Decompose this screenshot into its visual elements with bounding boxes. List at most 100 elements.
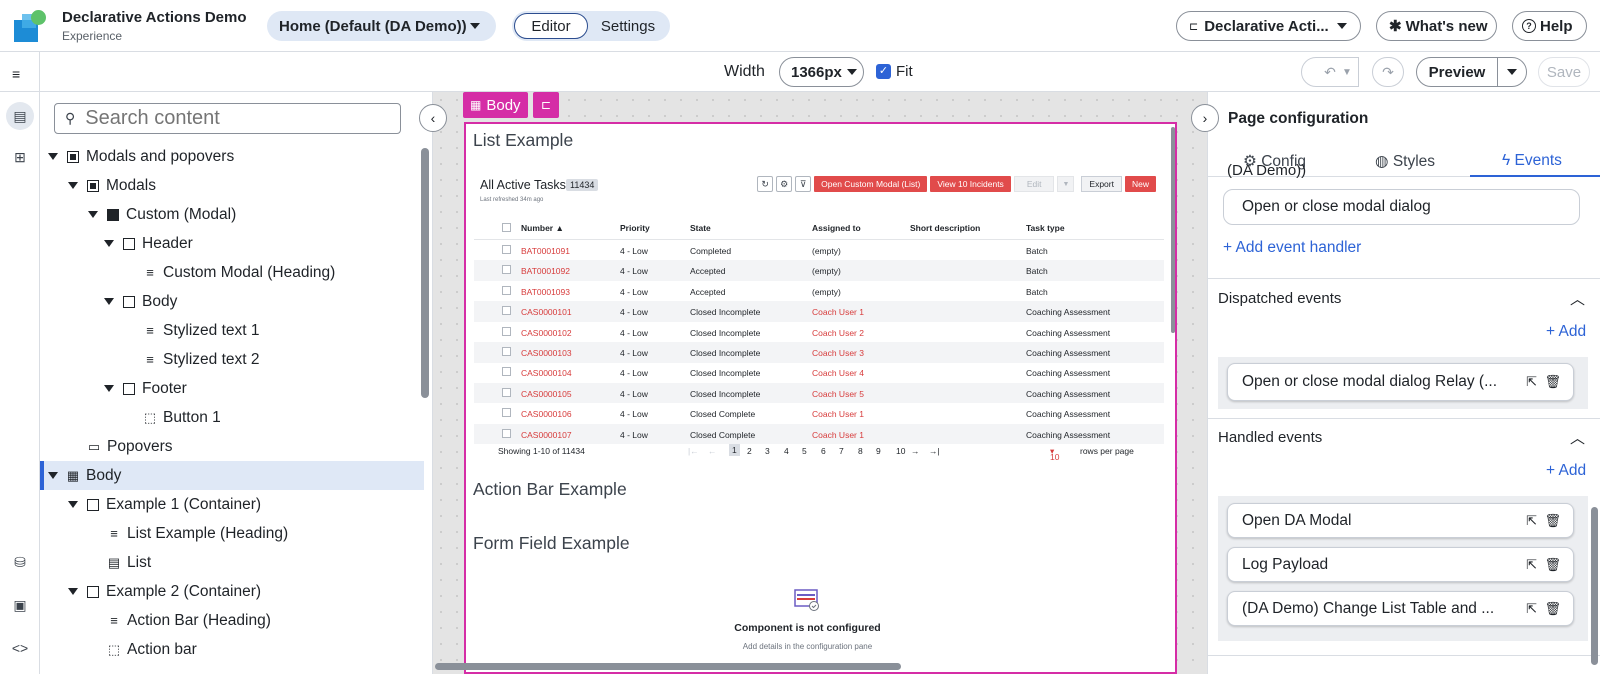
preview-button[interactable]: Preview	[1416, 57, 1498, 87]
code-icon[interactable]: <>	[11, 640, 29, 656]
hamburger-menu-icon[interactable]: ≡	[12, 66, 21, 82]
next-page-icon[interactable]: →	[911, 446, 920, 456]
data-resources-icon[interactable]: ⛁	[14, 553, 26, 570]
tree-item[interactable]: ≡ Action Bar (Heading)	[40, 606, 424, 635]
page-number[interactable]: 1	[729, 444, 740, 456]
config-scrollbar[interactable]	[1591, 507, 1598, 665]
table-row[interactable]: CAS0000103 4 - Low Closed Incomplete Coach …	[474, 342, 1164, 363]
table-cell[interactable]: Coach User 1	[812, 307, 864, 318]
gear-icon[interactable]: ⚙	[776, 176, 793, 192]
column-number[interactable]: Number ▲	[521, 223, 564, 233]
column-short-description[interactable]: Short description	[910, 223, 981, 233]
filter-icon[interactable]: ⊽	[795, 176, 812, 192]
table-row[interactable]: CAS0000104 4 - Low Closed Incomplete Coach …	[474, 362, 1164, 383]
page-number[interactable]: 2	[747, 446, 752, 456]
row-checkbox[interactable]	[502, 428, 511, 438]
prev-page-icon[interactable]: ←	[708, 446, 717, 456]
body-frame[interactable]: List Example All Active Tasks 11434 Last…	[464, 122, 1177, 674]
search-input[interactable]	[85, 107, 376, 130]
table-row[interactable]: BAT0001091 4 - Low Completed (empty) Batch	[474, 240, 1164, 261]
canvas-horizontal-scrollbar[interactable]	[435, 663, 901, 670]
collapse-right-panel-button[interactable]: ›	[1191, 104, 1219, 132]
row-checkbox[interactable]	[502, 265, 511, 275]
client-state-icon[interactable]: ▣	[13, 596, 27, 613]
open-external-icon[interactable]: ⇱	[1522, 600, 1537, 617]
redo-button[interactable]: ↷	[1372, 57, 1404, 87]
column-state[interactable]: State	[690, 223, 711, 233]
event-handler-top[interactable]: Open or close modal dialog	[1223, 189, 1580, 225]
table-row[interactable]: BAT0001093 4 - Low Accepted (empty) Batch	[474, 281, 1164, 302]
table-cell[interactable]: CAS0000106	[521, 409, 572, 420]
table-cell[interactable]: Coach User 1	[812, 429, 864, 440]
table-row[interactable]: CAS0000107 4 - Low Closed Complete Coach Us…	[474, 423, 1164, 445]
tree-item[interactable]: ▤ List	[40, 548, 424, 577]
list-component[interactable]: All Active Tasks 11434 Last refreshed 34…	[474, 168, 1164, 468]
column-priority[interactable]: Priority	[620, 223, 650, 233]
tree-item[interactable]: ▦ Body	[40, 461, 424, 490]
open-external-icon[interactable]: ⇱	[1522, 512, 1537, 529]
table-row[interactable]: CAS0000102 4 - Low Closed Incomplete Coach …	[474, 322, 1164, 343]
tree-item[interactable]: Modals and popovers	[40, 142, 424, 171]
page-number[interactable]: 7	[839, 446, 844, 456]
page-number[interactable]: 10	[896, 446, 906, 456]
table-cell[interactable]: Coach User 3	[812, 348, 864, 358]
content-tree-icon[interactable]: ▤	[6, 102, 34, 130]
expand-caret-icon[interactable]	[48, 472, 58, 479]
add-event-handler-link[interactable]: + Add event handler	[1223, 239, 1362, 256]
row-checkbox[interactable]	[502, 285, 511, 295]
new-button[interactable]: New	[1124, 176, 1156, 192]
select-parent-button[interactable]: ⊏	[533, 92, 559, 118]
expand-caret-icon[interactable]	[104, 240, 114, 247]
row-checkbox[interactable]	[502, 367, 511, 377]
expand-caret-icon[interactable]	[68, 182, 78, 189]
tree-item[interactable]: Custom (Modal)	[40, 200, 424, 229]
undo-button[interactable]: ↶	[1301, 57, 1359, 87]
tab-config[interactable]: ⚙ Config	[1243, 152, 1306, 171]
tab-editor[interactable]: Editor	[514, 13, 588, 39]
preview-options-button[interactable]	[1497, 57, 1527, 87]
column-task-type[interactable]: Task type	[1026, 223, 1065, 233]
page-number[interactable]: 5	[802, 446, 807, 456]
trash-icon[interactable]: 🗑	[1544, 512, 1561, 528]
table-cell[interactable]: Coach User 1	[812, 409, 864, 420]
table-cell[interactable]: Coach User 4	[812, 368, 864, 379]
page-number[interactable]: 4	[784, 446, 789, 456]
width-select[interactable]: 1366px	[779, 57, 864, 87]
tree-item[interactable]: Example 2 (Container)	[40, 577, 424, 606]
canvas-vertical-scrollbar[interactable]	[1171, 127, 1175, 333]
row-checkbox[interactable]	[502, 387, 511, 397]
table-cell[interactable]: Coach User 5	[812, 388, 864, 399]
table-row[interactable]: CAS0000101 4 - Low Closed Incomplete Coach …	[474, 301, 1164, 322]
variant-selector[interactable]: ⊏ Declarative Acti...	[1176, 11, 1361, 41]
select-all-checkbox[interactable]	[502, 223, 511, 232]
expand-caret-icon[interactable]	[104, 298, 114, 305]
chevron-up-icon[interactable]: ︿	[1570, 430, 1586, 447]
collapse-left-panel-button[interactable]: ‹	[419, 104, 447, 132]
page-number[interactable]: 3	[765, 446, 770, 456]
trash-icon[interactable]: 🗑	[1544, 556, 1561, 572]
help-button[interactable]: ? Help	[1512, 11, 1587, 41]
table-cell[interactable]: Coach User 2	[812, 327, 864, 338]
search-box[interactable]: ⚲	[54, 103, 401, 134]
tree-item[interactable]: ≡ Stylized text 2	[40, 345, 424, 374]
tree-item[interactable]: Body	[40, 287, 424, 316]
add-handled-event-link[interactable]: + Add	[1546, 462, 1587, 479]
row-checkbox[interactable]	[502, 347, 511, 356]
row-checkbox[interactable]	[502, 326, 511, 336]
tree-scrollbar[interactable]	[421, 148, 429, 398]
body-selection-tag[interactable]: ▦ Body	[463, 92, 528, 118]
components-icon[interactable]: ⊞	[14, 148, 26, 165]
tree-item[interactable]: ≡ Stylized text 1	[40, 316, 424, 345]
dispatched-event-item[interactable]: Open or close modal dialog Relay (... ⇱ …	[1227, 363, 1574, 401]
handled-event-item[interactable]: Open DA Modal ⇱ 🗑	[1227, 503, 1574, 538]
table-row[interactable]: CAS0000105 4 - Low Closed Incomplete Coach …	[474, 382, 1164, 404]
table-row[interactable]: CAS0000106 4 - Low Closed Complete Coach Us…	[474, 403, 1164, 424]
row-checkbox[interactable]	[502, 408, 511, 418]
undo-history-button[interactable]: ▼	[1332, 57, 1362, 87]
tree-item[interactable]: ≡ Custom Modal (Heading)	[40, 258, 424, 287]
trash-icon[interactable]: 🗑	[1544, 600, 1561, 616]
export-button[interactable]: Export	[1081, 176, 1122, 192]
column-assigned-to[interactable]: Assigned to	[812, 223, 861, 233]
view-incidents-button[interactable]: View 10 Incidents	[930, 176, 1011, 192]
table-cell[interactable]: CAS0000102	[521, 327, 572, 338]
